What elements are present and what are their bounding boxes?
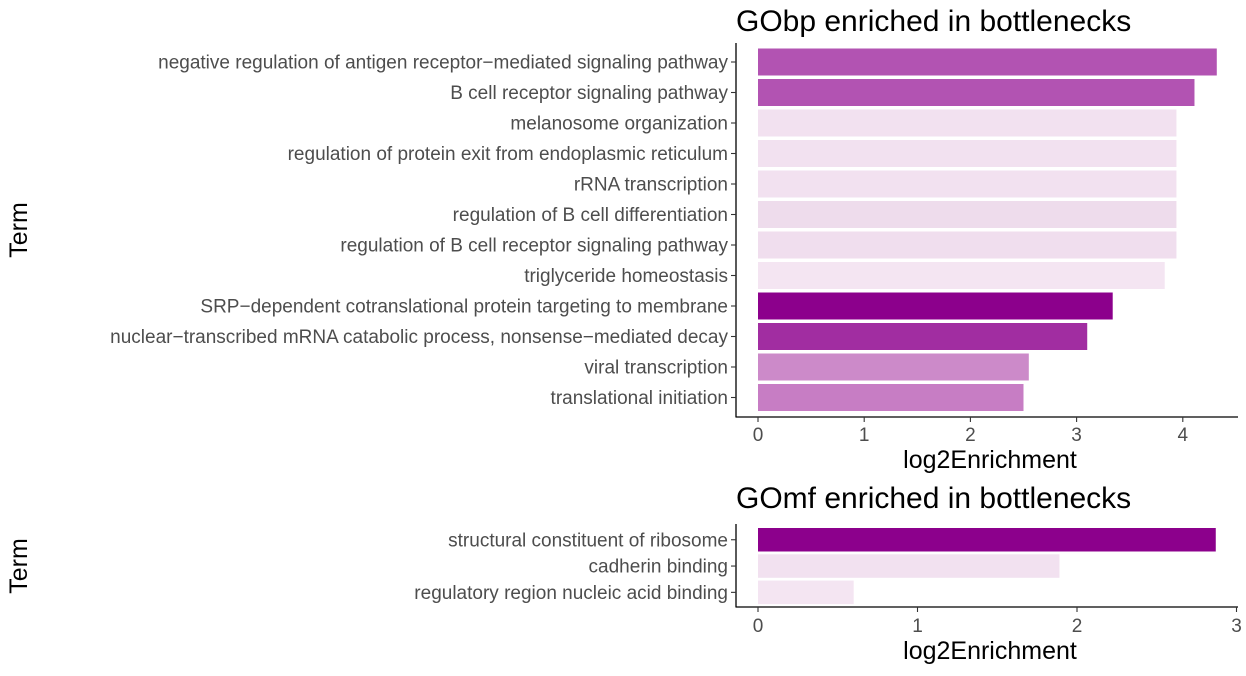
mf-y-axis-title: Term — [5, 538, 33, 594]
bp-category-label-4: rRNA transcription — [574, 175, 728, 196]
bp-bar-11 — [758, 384, 1024, 411]
mf-category-label-0: structural constituent of ribosome — [448, 530, 728, 551]
bp-category-label-5: regulation of B cell differentiation — [453, 205, 728, 226]
bp-bar-2 — [758, 109, 1177, 137]
bp-category-label-8: SRP−dependent cotranslational protein ta… — [200, 297, 728, 318]
bp-category-label-3: regulation of protein exit from endoplas… — [288, 144, 728, 165]
bp-x-axis-title: log2Enrichment — [903, 446, 1077, 474]
bp-category-label-10: viral transcription — [584, 358, 728, 379]
bp-bar-0 — [758, 48, 1217, 76]
bp-chart-title: GObp enriched in bottlenecks — [736, 5, 1131, 38]
bp-x-tick-label-1: 1 — [859, 425, 870, 446]
bp-category-label-0: negative regulation of antigen receptor−… — [158, 53, 728, 74]
mf-x-tick-label-1: 1 — [912, 616, 923, 637]
bp-category-label-7: triglyceride homeostasis — [524, 266, 728, 287]
bp-bar-4 — [758, 170, 1177, 198]
bp-category-label-1: B cell receptor signaling pathway — [450, 83, 728, 104]
mf-x-axis-title: log2Enrichment — [903, 637, 1077, 665]
mf-bar-1 — [758, 554, 1060, 578]
mf-category-label-1: cadherin binding — [589, 557, 728, 578]
mf-x-tick-label-2: 2 — [1072, 616, 1083, 637]
bp-category-label-2: melanosome organization — [510, 114, 728, 135]
bp-category-label-9: nuclear−transcribed mRNA catabolic proce… — [110, 327, 728, 348]
mf-bar-2 — [758, 580, 854, 605]
mf-x-tick-label-3: 3 — [1231, 616, 1242, 637]
bp-category-label-6: regulation of B cell receptor signaling … — [340, 236, 728, 257]
bp-bar-10 — [758, 353, 1029, 381]
bp-x-tick-label-0: 0 — [753, 425, 764, 446]
bp-y-axis-title: Term — [5, 202, 33, 258]
bp-x-tick-label-4: 4 — [1178, 425, 1189, 446]
bp-bar-8 — [758, 292, 1113, 320]
bp-x-tick-label-3: 3 — [1071, 425, 1082, 446]
bp-bar-7 — [758, 262, 1165, 289]
mf-category-label-2: regulatory region nucleic acid binding — [414, 583, 728, 604]
bp-bar-5 — [758, 201, 1177, 228]
mf-chart-title: GOmf enriched in bottlenecks — [736, 482, 1131, 515]
bp-x-tick-label-2: 2 — [965, 425, 976, 446]
mf-x-tick-label-0: 0 — [753, 616, 764, 637]
bp-bar-6 — [758, 231, 1177, 259]
bp-bar-1 — [758, 79, 1195, 106]
bp-category-label-11: translational initiation — [551, 388, 728, 409]
bp-bar-9 — [758, 323, 1088, 350]
mf-bar-0 — [758, 528, 1216, 552]
bp-bar-3 — [758, 140, 1177, 167]
